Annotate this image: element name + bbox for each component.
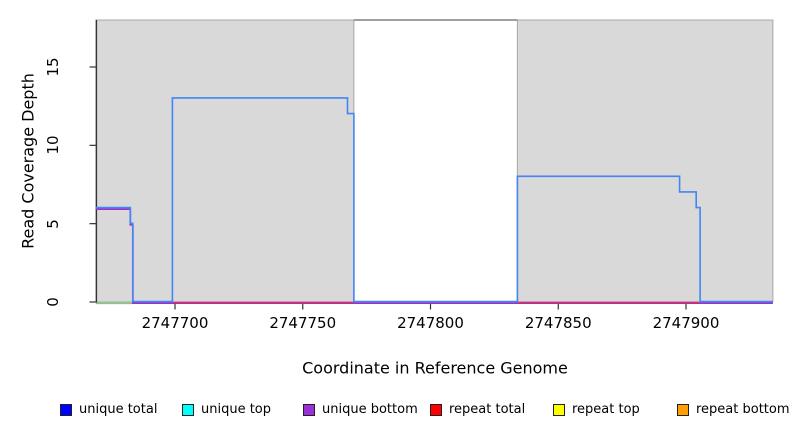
x-tick-label: 2747900 <box>652 314 720 332</box>
x-tick-label: 2747800 <box>397 314 464 332</box>
y-tick-label: 15 <box>44 57 62 77</box>
legend-swatch-repeat-top <box>553 403 565 416</box>
x-tick-label: 2747750 <box>269 314 337 332</box>
series-unique-total <box>95 97 773 303</box>
legend-swatch-unique-top <box>182 403 194 416</box>
y-tick-label: 10 <box>44 135 62 155</box>
series-unique-bottom <box>95 208 773 304</box>
legend-swatch-repeat-total <box>430 403 442 416</box>
legend-label-repeat-bottom: repeat bottom <box>696 402 790 417</box>
legend-item-repeat-top: repeat top <box>553 402 640 417</box>
legend-label-repeat-top: repeat top <box>572 402 640 417</box>
legend-label-unique-total: unique total <box>79 402 158 417</box>
x-axis-title: Coordinate in Reference Genome <box>302 358 568 378</box>
legend-swatch-unique-bottom <box>303 403 315 416</box>
legend-label-unique-top: unique top <box>201 402 272 417</box>
legend-item-repeat-bottom: repeat bottom <box>677 402 790 417</box>
legend-swatch-unique-total <box>60 403 72 416</box>
x-tick-label: 2747850 <box>524 314 592 332</box>
y-tick-label: 5 <box>44 218 62 229</box>
legend-swatch-repeat-bottom <box>677 403 689 416</box>
legend-label-unique-bottom: unique bottom <box>322 402 418 417</box>
y-axis-title: Read Coverage Depth <box>18 73 38 249</box>
legend-item-unique-top: unique top <box>182 402 272 417</box>
y-tick-label: 0 <box>44 297 62 307</box>
shaded-region <box>95 19 355 303</box>
x-tick-label: 2747700 <box>141 314 209 332</box>
legend-item-unique-total: unique total <box>60 402 158 417</box>
legend-item-unique-bottom: unique bottom <box>303 402 418 417</box>
legend-item-repeat-total: repeat total <box>430 402 526 417</box>
legend-label-repeat-total: repeat total <box>449 402 526 417</box>
shaded-region <box>516 19 774 303</box>
